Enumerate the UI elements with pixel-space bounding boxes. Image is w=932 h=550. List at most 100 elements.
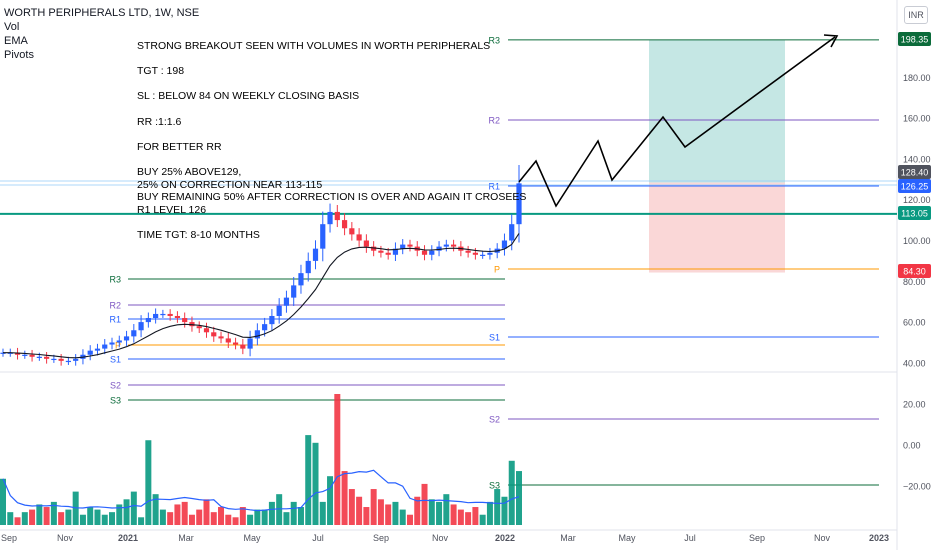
candle-body [298, 273, 304, 286]
price-tick-label: 180.00 [903, 73, 931, 83]
volume-bar [50, 501, 57, 525]
price-tick-label: 140.00 [903, 154, 931, 164]
note-line: STRONG BREAKOUT SEEN WITH VOLUMES IN WOR… [137, 40, 491, 52]
candle-body [305, 260, 311, 274]
candle-body [123, 336, 130, 341]
note-line: TGT : 198 [137, 65, 185, 78]
volume-bar [79, 514, 86, 525]
price-tick-label: 40.00 [903, 358, 926, 368]
volume-bar [58, 512, 65, 525]
candle-body [443, 244, 449, 247]
projection-arrowhead [823, 34, 839, 48]
indicator-vol[interactable]: Vol [4, 21, 20, 33]
time-tick-label: May [243, 533, 261, 543]
price-tick-label: 60.00 [903, 318, 926, 328]
volume-bar [399, 509, 406, 525]
candle-body [363, 240, 369, 247]
volume-bar [276, 494, 283, 525]
time-tick-label: Nov [814, 533, 831, 543]
volume-bar [232, 517, 239, 525]
price-label-128-40: 128.40 [898, 165, 931, 179]
price-label-198-35: 198.35 [898, 32, 931, 46]
volume-bar [356, 496, 363, 525]
price-tick-label: 120.00 [903, 195, 931, 205]
candle-body [102, 344, 108, 349]
note-line: BUY REMAINING 50% AFTER CORRECTION IS OV… [137, 191, 527, 204]
candle-body [7, 352, 13, 354]
target-zone [649, 39, 785, 183]
indicator-pivots[interactable]: Pivots [4, 49, 34, 61]
candle-body [327, 211, 333, 225]
candle-body [269, 315, 275, 325]
candle-body [65, 360, 72, 363]
candle-body [14, 352, 21, 355]
candle-body [436, 246, 442, 251]
candle-body [392, 248, 399, 255]
note-line [137, 103, 526, 116]
indicator-tick-label: 20.00 [903, 400, 926, 410]
price-tick-label: 80.00 [903, 277, 926, 287]
time-tick-label: Sep [1, 533, 17, 543]
volume-bar [334, 394, 341, 525]
volume-bar [377, 499, 384, 525]
candle-body [22, 354, 28, 356]
candle-body [487, 252, 493, 255]
time-tick-label: Jul [684, 533, 696, 543]
candle-body [247, 338, 253, 349]
candle-body [516, 183, 522, 225]
price-label-bg [898, 206, 931, 220]
pivot-label-r1: R1 [488, 182, 500, 192]
volume-bar [7, 512, 14, 525]
volume-bar [450, 504, 457, 525]
candle-body [283, 297, 290, 306]
volume-bar [428, 499, 435, 525]
pivot-label-s2: S2 [110, 381, 121, 391]
volume-bar [196, 509, 203, 525]
volume-bar [94, 509, 101, 525]
indicator-tick-label: 0.00 [903, 441, 921, 451]
candle-body [465, 250, 471, 253]
price-label-bg [898, 179, 931, 193]
volume-bar [472, 507, 479, 525]
volume-bar [319, 501, 326, 525]
indicator-ema[interactable]: EMA [4, 35, 28, 47]
candle-body [225, 338, 231, 343]
note-line [137, 53, 526, 66]
pivot-label-s1: S1 [110, 355, 121, 365]
candle-body [349, 228, 355, 235]
pivot-label-s3: S3 [489, 481, 500, 491]
pivot-label-r3: R3 [488, 35, 500, 45]
candle-body [371, 246, 377, 251]
candle-body [276, 305, 282, 316]
volume-bar [283, 512, 290, 525]
time-tick-label: 2022 [495, 533, 515, 543]
candle-body [450, 244, 457, 247]
volume-bar [65, 509, 72, 525]
symbol-title[interactable]: WORTH PERIPHERALS LTD, 1W, NSE [4, 7, 200, 19]
pivot-label-p: P [494, 265, 500, 275]
candle-body [218, 336, 224, 339]
candle-body [407, 244, 413, 247]
time-tick-label: May [618, 533, 636, 543]
price-label-bg [898, 32, 931, 46]
candle-body [0, 352, 6, 354]
currency-button[interactable]: INR [904, 6, 928, 24]
pivot-label-r2: R2 [488, 116, 500, 126]
note-line: FOR BETTER RR [137, 140, 222, 153]
volume-bar [14, 517, 21, 525]
candle-body [73, 358, 79, 361]
candle-body [196, 326, 202, 329]
candle-body [182, 318, 188, 323]
time-tick-label: Sep [749, 533, 765, 543]
volume-bar [268, 501, 275, 525]
candle-body [145, 318, 151, 323]
price-tick-label: 160.00 [903, 114, 931, 124]
price-tick-label: 100.00 [903, 236, 931, 246]
pivot-label-r2: R2 [109, 301, 121, 311]
volume-bar [159, 509, 166, 525]
stop-zone [649, 182, 785, 273]
volume-bar [370, 489, 377, 525]
volume-bar [406, 514, 413, 525]
price-label-bg [898, 165, 931, 179]
